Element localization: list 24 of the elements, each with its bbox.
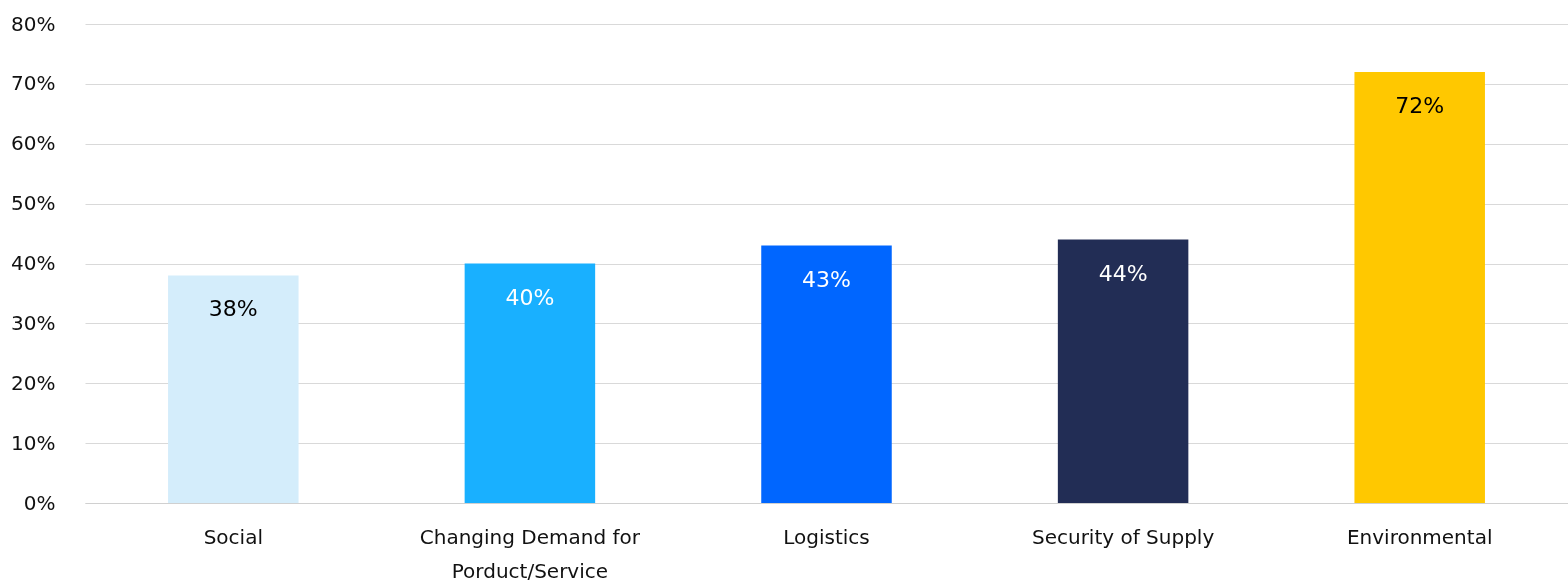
y-tick-label: 70% xyxy=(11,71,56,96)
y-tick-label: 60% xyxy=(11,131,56,156)
y-tick-label: 50% xyxy=(11,191,56,216)
bar xyxy=(1354,71,1485,503)
y-tick-label: 20% xyxy=(11,370,56,395)
y-tick-label: 0% xyxy=(23,490,56,515)
bar xyxy=(464,263,596,503)
x-tick-label: Environmental xyxy=(1346,524,1493,549)
y-tick-label: 10% xyxy=(11,430,56,455)
x-tick-label: Social xyxy=(203,524,263,549)
bar xyxy=(1057,239,1189,503)
bar xyxy=(168,275,299,503)
data-label: 72% xyxy=(1395,92,1445,118)
data-label: 44% xyxy=(1098,260,1148,286)
x-tick-label: Logistics xyxy=(783,524,870,549)
x-tick-label: Security of Supply xyxy=(1031,524,1215,549)
y-tick-label: 30% xyxy=(11,310,56,335)
bar xyxy=(761,245,892,503)
y-tick-label: 80% xyxy=(11,11,56,36)
data-label: 38% xyxy=(208,296,258,322)
y-tick-label: 40% xyxy=(11,251,56,275)
data-label: 40% xyxy=(505,284,555,310)
x-tick-label: Changing Demand for Porduct/Service xyxy=(419,524,641,583)
data-label: 43% xyxy=(802,266,851,292)
